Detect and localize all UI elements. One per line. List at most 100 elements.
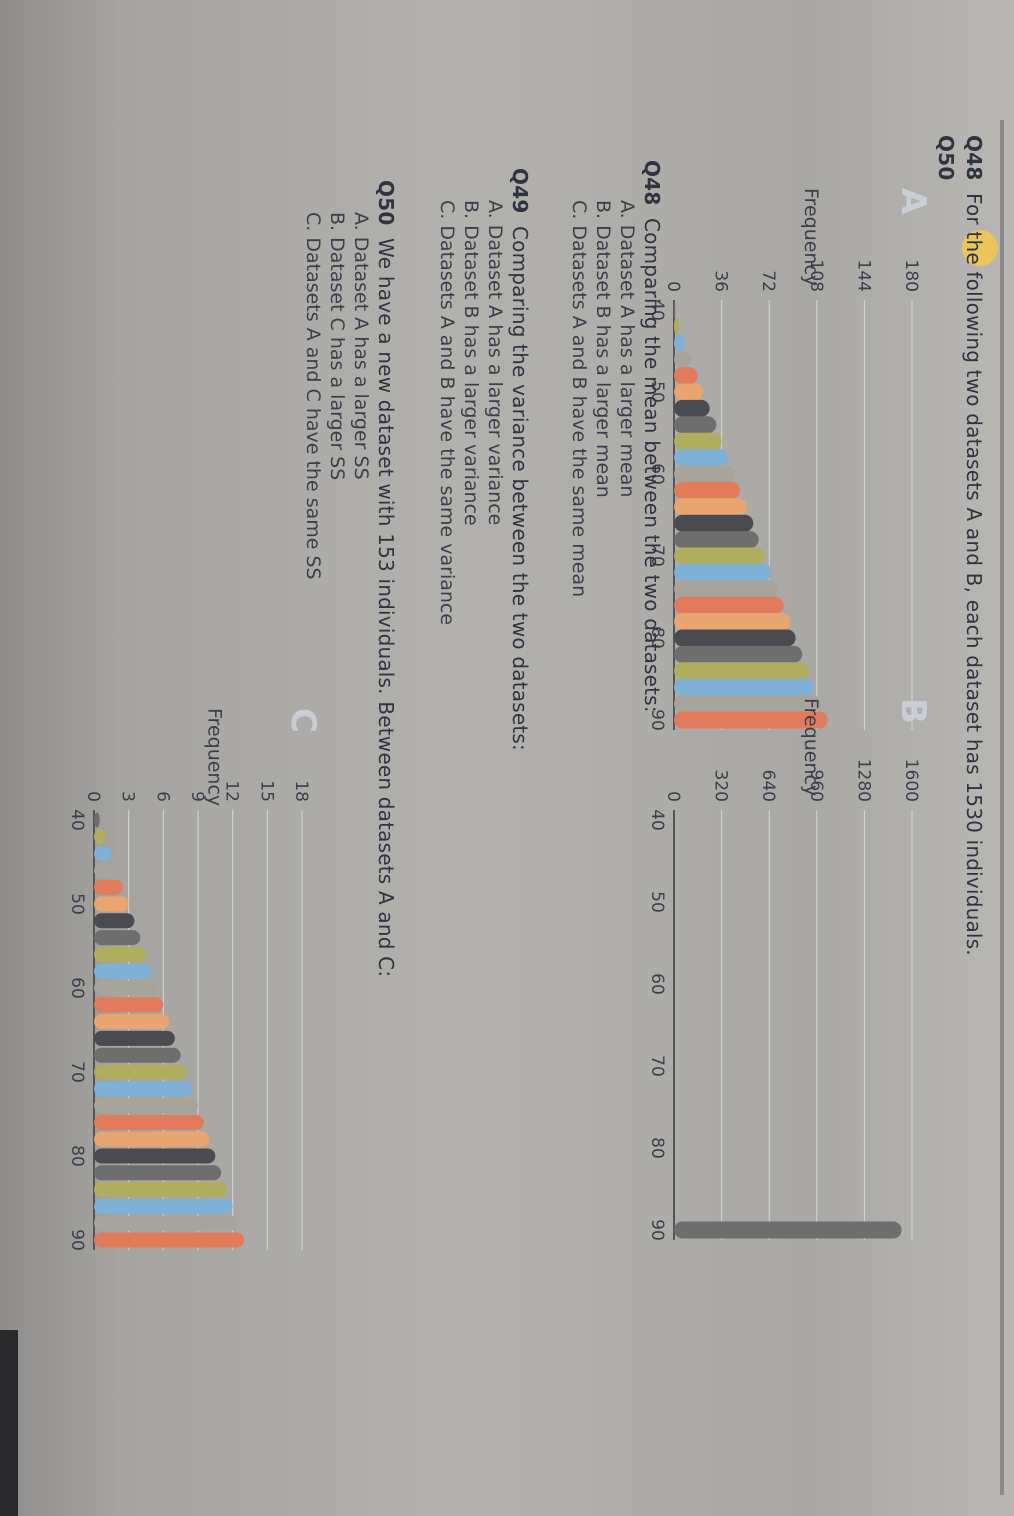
bar: [93, 846, 112, 862]
x-tick-label: 80: [67, 1145, 87, 1167]
x-tick-label: 90: [647, 1219, 667, 1241]
x-tick-label: 40: [647, 299, 667, 321]
question-q49: Q49 Comparing the variance between the t…: [508, 168, 532, 751]
q49-option-a[interactable]: A. Dataset A has a larger variance: [484, 200, 506, 526]
bar: [94, 1064, 187, 1080]
y-tick-label: 9: [187, 791, 207, 802]
bar: [94, 896, 129, 912]
y-axis-label: Frequency: [203, 708, 225, 806]
bar: [674, 416, 717, 434]
bar: [674, 317, 680, 335]
bar: [94, 913, 135, 929]
y-tick-label: 1600: [901, 759, 921, 802]
x-tick-label: 50: [647, 891, 667, 913]
bar: [673, 629, 796, 647]
q48-option-a[interactable]: A. Dataset A has a larger mean: [616, 200, 638, 498]
bar: [674, 695, 821, 713]
intro-question: Q48 For the following two datasets A and…: [962, 135, 986, 956]
bar: [93, 963, 152, 979]
question-q50: Q50 We have a new dataset with 153 indiv…: [374, 180, 398, 977]
bar: [674, 432, 722, 450]
bar: [94, 1014, 170, 1030]
q48-text: Comparing the mean between the two datas…: [640, 218, 664, 713]
bar: [94, 1131, 210, 1147]
bar: [673, 514, 754, 532]
chart-a: A Frequency 0 36 72 108 144 180 40 50 60 70 80 90: [647, 188, 933, 731]
y-axis-label: Frequency: [800, 698, 822, 796]
q50-number: Q50: [374, 180, 398, 226]
bar: [94, 1030, 175, 1046]
y-tick-label: 36: [711, 270, 731, 292]
q48-option-b[interactable]: B. Dataset B has a larger mean: [592, 200, 614, 498]
q48-number: Q48: [640, 160, 664, 206]
x-tick-label: 80: [647, 1137, 667, 1159]
x-tick-label: 50: [67, 893, 87, 915]
y-tick-label: 0: [663, 281, 683, 292]
q49-option-c[interactable]: C. Datasets A and B have the same varian…: [436, 200, 458, 626]
question-q48: Q48 Comparing the mean between the two d…: [640, 160, 664, 713]
x-tick-label: 70: [647, 545, 667, 567]
q49-number: Q49: [508, 168, 532, 214]
q49-option-b[interactable]: B. Dataset B has a larger variance: [460, 200, 482, 526]
y-tick-label: 180: [901, 260, 921, 292]
bar: [674, 662, 809, 680]
bar: [93, 879, 123, 895]
bar: [674, 481, 741, 499]
chart-b: B Frequency 0 320 640 960 1280 1600 40 50 60 70 80 90: [647, 698, 933, 1241]
y-tick-label: 6: [152, 791, 172, 802]
x-tick-label: 40: [67, 809, 87, 831]
x-tick-label: 60: [647, 463, 667, 485]
bar: [93, 997, 164, 1013]
bar: [674, 531, 759, 549]
bar: [674, 580, 778, 598]
y-tick-label: 3: [118, 791, 138, 802]
bar: [94, 1215, 239, 1231]
bar: [674, 711, 828, 729]
bar: [674, 563, 772, 581]
chart-title-c: C: [283, 708, 323, 733]
q50-option-c[interactable]: C. Datasets A and C have the same SS: [302, 212, 324, 580]
bar: [673, 399, 710, 417]
y-tick-label: 18: [291, 780, 311, 802]
bar: [674, 301, 676, 319]
bar: [93, 812, 100, 828]
y-tick-label: 12: [222, 780, 242, 802]
top-rule: [1000, 120, 1004, 1495]
y-tick-label: 15: [256, 780, 276, 802]
q48-option-c[interactable]: C. Datasets A and B have the same mean: [568, 200, 590, 598]
x-tick-label: 50: [647, 381, 667, 403]
chart-title-a: A: [893, 188, 933, 215]
bar: [94, 1114, 204, 1130]
bar: [673, 383, 704, 401]
bar: [673, 465, 735, 483]
intro-question-number: Q48: [962, 135, 986, 181]
bar: [94, 1081, 193, 1097]
x-tick-label: 90: [67, 1229, 87, 1251]
y-tick-label: 144: [853, 260, 873, 292]
bar: [94, 980, 158, 996]
bar: [674, 645, 803, 663]
bar: [94, 829, 106, 845]
bar: [673, 449, 729, 467]
bar: [94, 946, 146, 962]
bar: [94, 862, 118, 878]
bar: [94, 1148, 216, 1164]
y-tick-label: 0: [663, 791, 683, 802]
x-tick-label: 70: [647, 1055, 667, 1077]
bar: [94, 930, 141, 946]
bar: [674, 678, 815, 696]
bar: [674, 547, 766, 565]
q49-text: Comparing the variance between the two d…: [508, 226, 532, 751]
y-tick-label: 0: [83, 791, 103, 802]
q50-option-b[interactable]: B. Dataset C has a larger SS: [326, 212, 348, 481]
bar: [674, 613, 791, 631]
bar: [93, 1198, 233, 1214]
bar: [94, 1182, 227, 1198]
q50-option-a[interactable]: A. Dataset A has a larger SS: [350, 212, 372, 480]
x-tick-label: 60: [647, 973, 667, 995]
bar: [674, 1221, 902, 1239]
bar: [674, 350, 692, 368]
bar: [94, 1165, 222, 1181]
q50-side-label: Q50: [934, 135, 958, 181]
